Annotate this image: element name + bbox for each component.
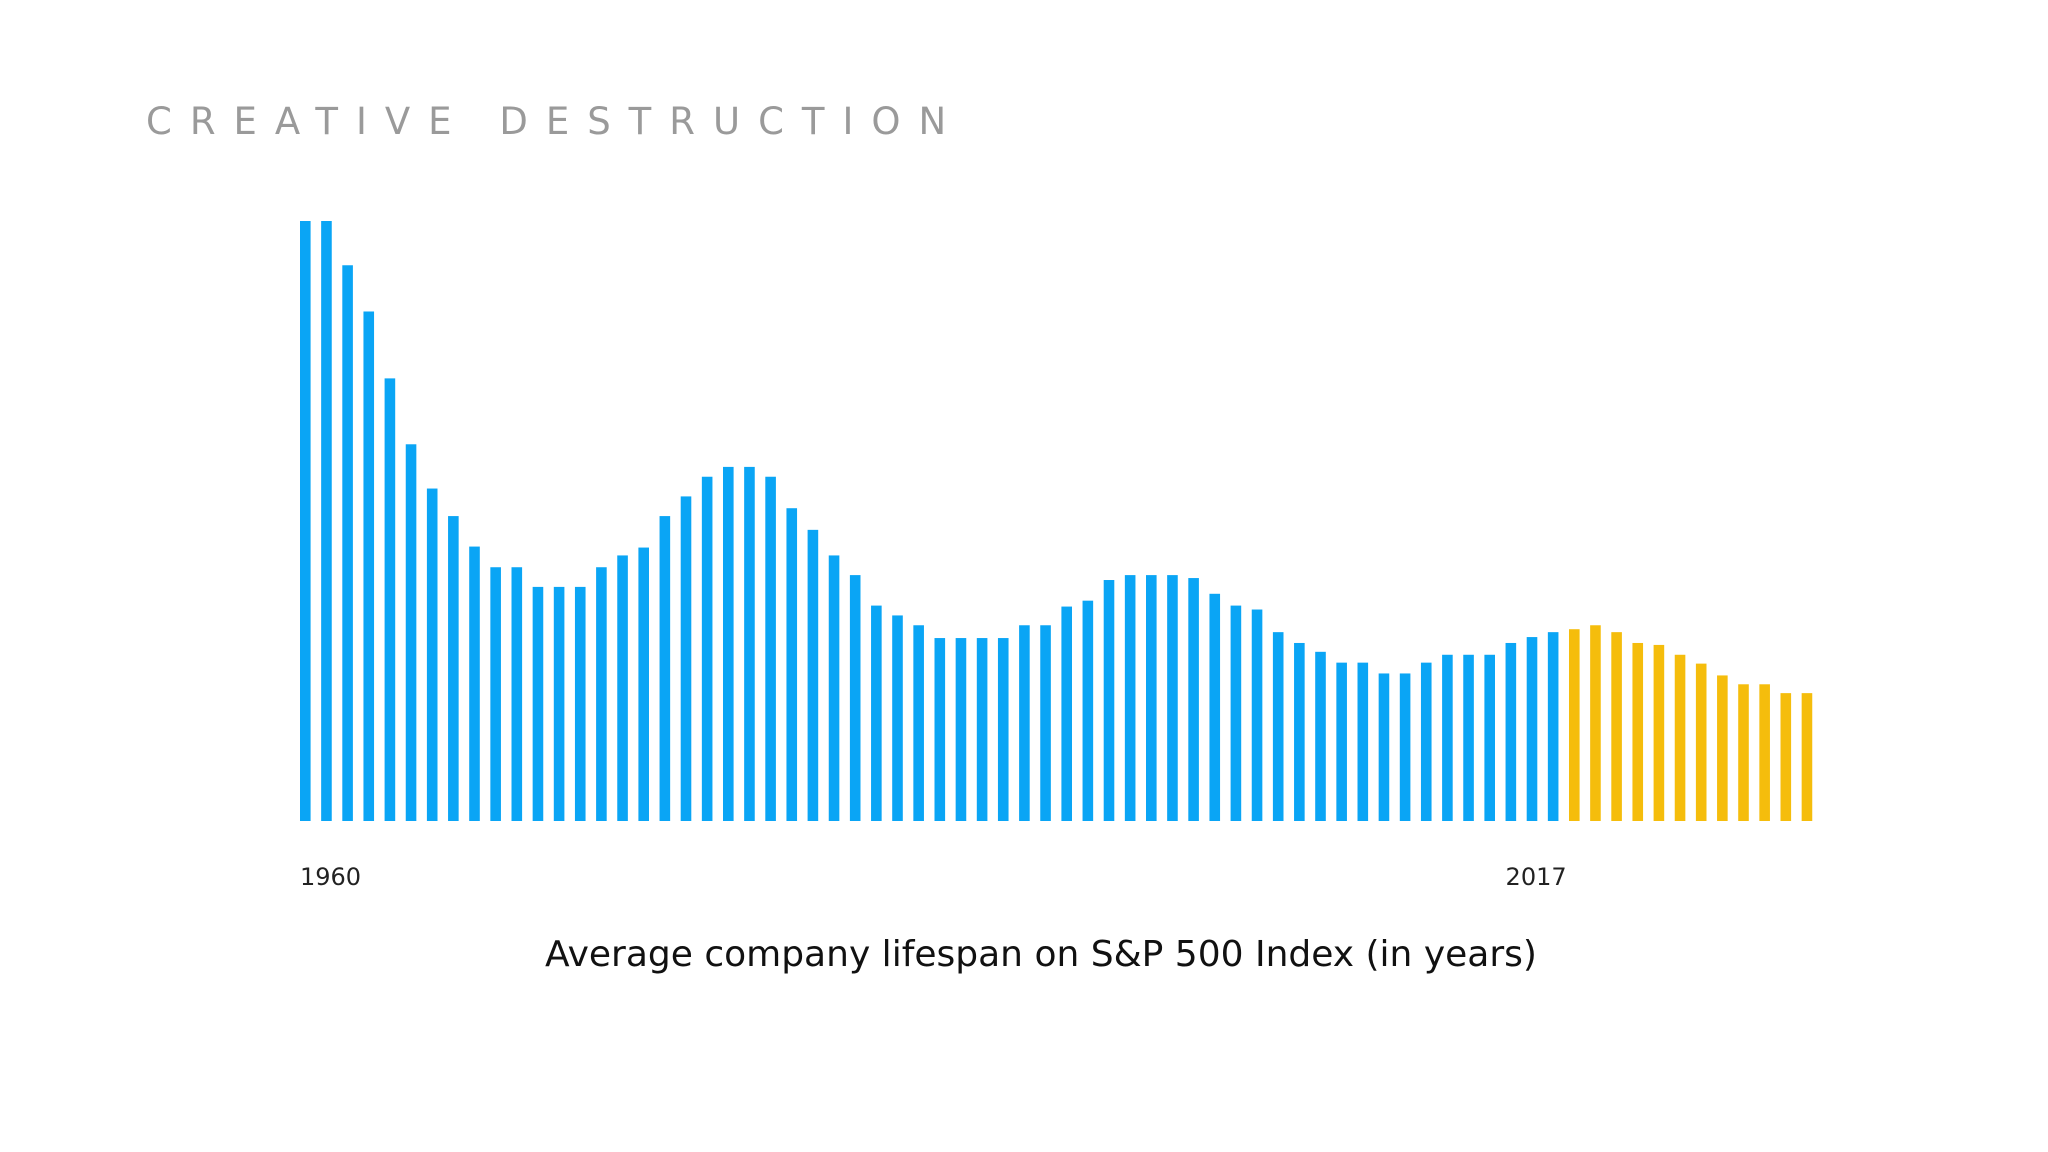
bar-2000 [1146, 575, 1157, 821]
bar-1978 [680, 496, 692, 821]
bar-1972 [553, 586, 565, 821]
bar-2018 [1526, 637, 1538, 821]
bar-2012 [1399, 673, 1411, 821]
bar-1983 [786, 508, 798, 821]
bar-1996 [1061, 606, 1072, 821]
bar-2023 [1632, 642, 1644, 821]
x-tick-label-2017: 2017 [1506, 863, 1567, 891]
bar-1999 [1124, 575, 1136, 821]
bar-2008 [1315, 651, 1326, 821]
bar-2030 [1780, 693, 1792, 821]
bar-2017 [1505, 642, 1517, 821]
bar-2026 [1695, 663, 1707, 821]
bar-2028 [1738, 684, 1749, 821]
bar-2025 [1674, 654, 1686, 821]
bar-1984 [807, 529, 819, 821]
bar-2011 [1378, 673, 1390, 821]
bar-1970 [511, 567, 523, 821]
bar-1989 [913, 625, 924, 821]
bar-1968 [469, 546, 480, 821]
bar-1966 [426, 488, 438, 821]
bar-2003 [1209, 593, 1221, 821]
bar-2006 [1272, 632, 1284, 821]
bar-2007 [1294, 642, 1305, 821]
bar-1964 [384, 378, 396, 821]
x-axis-ticks: 1960 2017 [300, 863, 1567, 891]
bar-2015 [1463, 654, 1474, 821]
bar-1985 [828, 555, 840, 821]
bar-2027 [1717, 675, 1728, 821]
bar-1976 [638, 547, 649, 821]
bar-1974 [596, 567, 607, 821]
x-tick-label-1960: 1960 [300, 863, 361, 891]
bar-2021 [1590, 625, 1601, 821]
section-title: CREATIVE DESTRUCTION [146, 100, 965, 143]
bar-1986 [849, 575, 861, 821]
bar-2001 [1167, 575, 1178, 821]
bar-2022 [1611, 632, 1622, 821]
bar-1998 [1103, 580, 1115, 821]
bar-1990 [934, 638, 946, 821]
bar-1982 [765, 476, 776, 821]
bar-2004 [1230, 605, 1242, 821]
bar-1960 [300, 221, 311, 821]
bar-1995 [1040, 625, 1051, 821]
bar-2010 [1357, 662, 1369, 821]
bar-1967 [448, 516, 459, 821]
bar-1988 [892, 615, 903, 821]
bar-1994 [1019, 625, 1030, 821]
bar-2016 [1484, 654, 1495, 821]
bar-2009 [1336, 662, 1347, 821]
bar-1977 [659, 516, 671, 821]
bar-1961 [321, 221, 332, 821]
bar-1997 [1082, 600, 1094, 821]
bar-2005 [1251, 609, 1263, 821]
bar-2020 [1569, 629, 1580, 821]
bar-1979 [701, 476, 713, 821]
bar-1973 [574, 586, 586, 821]
bar-2013 [1420, 662, 1432, 821]
bar-1981 [744, 466, 755, 821]
bars-group [300, 221, 1813, 821]
bar-1992 [976, 638, 988, 821]
bar-2014 [1442, 654, 1453, 821]
bar-1980 [723, 466, 734, 821]
bar-2024 [1653, 644, 1665, 821]
chart-caption: Average company lifespan on S&P 500 Inde… [545, 934, 1537, 975]
bar-1962 [342, 265, 353, 821]
bar-2029 [1759, 684, 1770, 821]
bar-1993 [997, 638, 1009, 821]
bar-1991 [955, 638, 967, 821]
bar-1963 [363, 311, 375, 821]
bar-1965 [405, 444, 417, 821]
bar-2019 [1547, 632, 1559, 821]
bar-1969 [490, 567, 501, 821]
bar-1975 [617, 555, 628, 821]
bar-2002 [1188, 578, 1199, 821]
bar-1971 [532, 586, 544, 821]
bar-i71 [1801, 693, 1813, 821]
bar-1987 [871, 605, 882, 821]
